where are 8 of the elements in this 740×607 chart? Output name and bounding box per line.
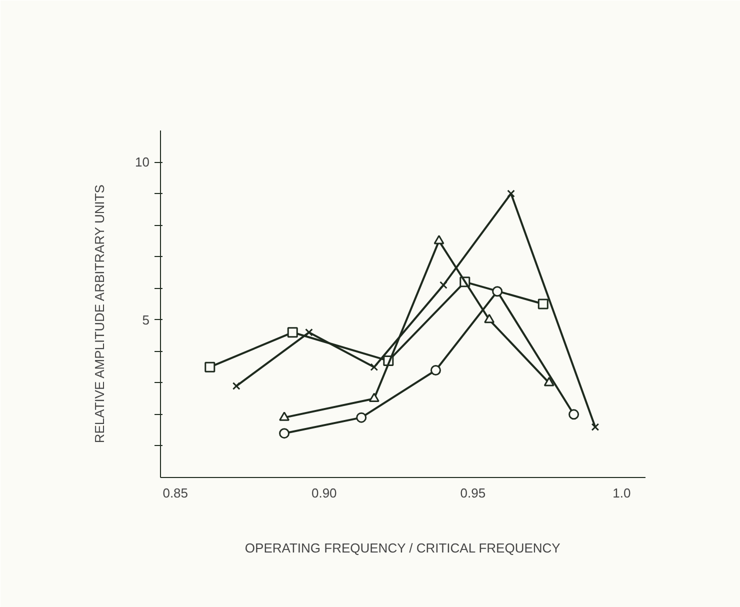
x-tick-label: 0.95 — [460, 486, 486, 500]
x-axis-title: OPERATING FREQUENCY / CRITICAL FREQUENCY — [244, 540, 561, 556]
y-axis-title: RELATIVE AMPLITUDE ARBITRARY UNITS — [92, 184, 108, 444]
y-tick-label: 10 — [135, 154, 150, 170]
x-tick-label: 1.0 — [612, 486, 631, 500]
x-tick-label: 0.85 — [162, 486, 188, 500]
y-tick-label: 5 — [142, 312, 150, 328]
x-tick-label: 0.90 — [312, 486, 337, 500]
